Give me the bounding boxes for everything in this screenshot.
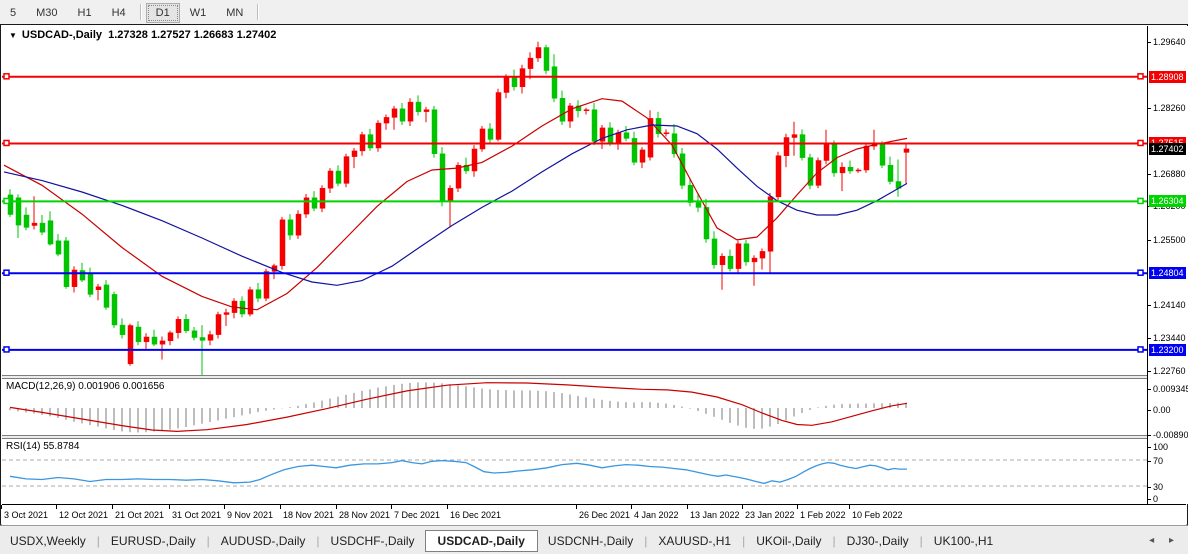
date-label: 10 Feb 2022 [852,510,903,520]
date-label: 26 Dec 2021 [579,510,631,520]
pane-separator[interactable] [2,375,1186,379]
axis-separator [1147,26,1148,504]
date-tick [742,505,743,509]
date-label: 31 Oct 2021 [172,510,222,520]
macd-indicator-pane[interactable]: MACD(12,26,9) 0.001906 0.001656 [2,379,1147,435]
macd-label: MACD(12,26,9) 0.001906 0.001656 [6,381,165,392]
date-label: 12 Oct 2021 [59,510,109,520]
chart-tab-audusd[interactable]: AUDUSD-,Daily [220,533,306,548]
price-level-label: 1.24804 [1149,267,1186,280]
chart-symbol-dropdown-icon[interactable]: ▼ [9,31,17,40]
date-label: 9 Nov 2021 [227,510,274,520]
rsi-axis-tick: 100 [1147,442,1169,452]
date-label: 18 Nov 2021 [283,510,335,520]
date-tick [849,505,850,509]
rsi-indicator-pane[interactable]: RSI(14) 55.8784 [2,439,1147,504]
chart-tabbar: USDX,Weekly | EURUSD-,Daily | AUDUSD-,Daily |… [0,527,1188,554]
rsi-label: RSI(14) 55.8784 [6,441,80,452]
date-label: 4 Jan 2022 [634,510,679,520]
timeframe-button-w1[interactable]: W1 [189,6,207,19]
chart-tab-usdcnh[interactable]: USDCNH-,Daily [547,533,634,548]
timeframe-button-m30[interactable]: M30 [36,6,58,19]
rsi-chart [2,459,1147,487]
date-tick [224,505,225,509]
date-tick [280,505,281,509]
price-axis-tick: 1.26880 [1148,168,1186,179]
date-label: 21 Oct 2021 [115,510,165,520]
date-tick [1,505,2,509]
chart-tab-usdchf[interactable]: USDCHF-,Daily [330,533,415,548]
timeframe-button-d1[interactable]: D1 [145,2,180,23]
date-label: 3 Oct 2021 [4,510,49,520]
date-label: 28 Nov 2021 [339,510,391,520]
date-tick [447,505,448,509]
timeframe-button-mn[interactable]: MN [226,6,244,19]
date-label: 7 Dec 2021 [394,510,441,520]
date-tick [112,505,113,509]
macd-axis-tick: -0.008906 [1148,430,1188,440]
rsi-axis-tick: 70 [1147,456,1164,466]
date-tick [336,505,337,509]
price-axis-tick: 1.24140 [1148,299,1186,310]
chart-tab-ukoil[interactable]: UKOil-,Daily [756,533,822,548]
price-axis-tick: 1.29640 [1148,36,1186,47]
price-axis-tick: 1.23440 [1148,333,1186,344]
price-level-label: 1.23200 [1149,343,1186,356]
date-tick [687,505,688,509]
date-label: 16 Dec 2021 [450,510,502,520]
date-label: 13 Jan 2022 [690,510,740,520]
tab-separator: | [644,533,648,548]
timeframe-button-5[interactable]: 5 [10,6,17,19]
macd-axis-tick: 0.009345 [1148,384,1188,394]
chart-tab-usdx[interactable]: USDX,Weekly [10,533,86,548]
price-axis-tick: 1.28260 [1148,102,1186,113]
candlestick-chart[interactable] [2,26,1147,375]
macd-axis-tick: 0.00 [1148,405,1171,415]
tab-scroll-arrows[interactable]: ◂ ▸ [1149,535,1180,546]
date-tick [169,505,170,509]
pane-separator[interactable] [2,435,1186,439]
tab-separator: | [742,533,746,548]
chart-tab-dj30[interactable]: DJ30-,Daily [846,533,909,548]
chart-title: ▼ USDCAD-,Daily 1.27328 1.27527 1.26683 1… [9,29,281,41]
tab-separator: | [316,533,320,548]
chart-symbol-label: USDCAD-,Daily [21,29,102,41]
tab-separator: | [96,533,100,548]
chart-tab-usdcad[interactable]: USDCAD-,Daily [424,529,538,552]
price-axis[interactable]: 1.296401.282601.268801.262001.255001.241… [1147,26,1188,504]
price-level-label: 1.26304 [1149,195,1186,208]
date-label: 1 Feb 2022 [800,510,846,520]
tab-separator: | [832,533,836,548]
price-axis-tick: 1.25500 [1148,234,1186,245]
chart-tab-uk100[interactable]: UK100-,H1 [933,533,994,548]
date-axis[interactable]: 3 Oct 2021 12 Oct 2021 21 Oct 2021 31 Oct 2… [1,504,1186,525]
chart-tab-eurusd[interactable]: EURUSD-,Daily [110,533,196,548]
rsi-axis-tick: 30 [1147,482,1164,492]
date-tick [56,505,57,509]
timeframe-button-h4[interactable]: H4 [111,6,126,19]
timeframe-toolbar: 5 M30 H1 H4 D1 W1 MN [0,0,1188,24]
chart-window: ▼ USDCAD-,Daily 1.27328 1.27527 1.26683 1… [0,24,1188,526]
tab-separator: | [919,533,923,548]
chart-tab-xauusd[interactable]: XAUUSD-,H1 [658,533,732,548]
date-tick [631,505,632,509]
date-label: 23 Jan 2022 [745,510,795,520]
toolbar-separator [257,4,260,20]
rsi-axis-tick: 0 [1147,494,1159,504]
toolbar-separator [139,4,142,20]
timeframe-button-h1[interactable]: H1 [77,6,92,19]
price-axis-tick: 1.22760 [1148,365,1186,376]
tab-separator: | [206,533,210,548]
price-chart-pane[interactable] [2,26,1147,375]
date-tick [797,505,798,509]
date-tick [576,505,577,509]
price-level-label: 1.27402 [1149,142,1186,155]
chart-ohlc-values: 1.27328 1.27527 1.26683 1.27402 [108,29,277,41]
macd-chart [9,382,908,433]
date-tick [391,505,392,509]
price-level-label: 1.28908 [1149,70,1186,83]
